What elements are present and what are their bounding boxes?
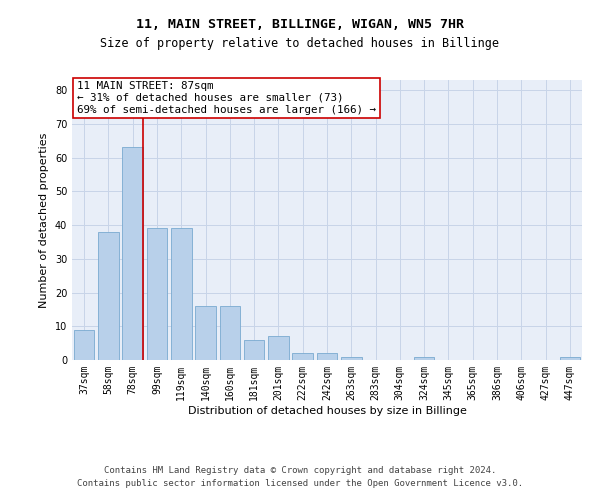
Bar [98,232,119,360]
Bar [560,356,580,360]
Text: 11, MAIN STREET, BILLINGE, WIGAN, WN5 7HR: 11, MAIN STREET, BILLINGE, WIGAN, WN5 7H… [136,18,464,30]
Bar [122,148,143,360]
Bar [292,354,313,360]
Bar [146,228,167,360]
Y-axis label: Number of detached properties: Number of detached properties [39,132,49,308]
Bar [268,336,289,360]
Bar [341,356,362,360]
Bar [220,306,240,360]
Bar [195,306,216,360]
X-axis label: Distribution of detached houses by size in Billinge: Distribution of detached houses by size … [188,406,466,415]
Text: Size of property relative to detached houses in Billinge: Size of property relative to detached ho… [101,38,499,51]
Bar [74,330,94,360]
Bar [414,356,434,360]
Text: 11 MAIN STREET: 87sqm
← 31% of detached houses are smaller (73)
69% of semi-deta: 11 MAIN STREET: 87sqm ← 31% of detached … [77,82,376,114]
Text: Contains HM Land Registry data © Crown copyright and database right 2024.
Contai: Contains HM Land Registry data © Crown c… [77,466,523,487]
Bar [317,354,337,360]
Bar [244,340,265,360]
Bar [171,228,191,360]
